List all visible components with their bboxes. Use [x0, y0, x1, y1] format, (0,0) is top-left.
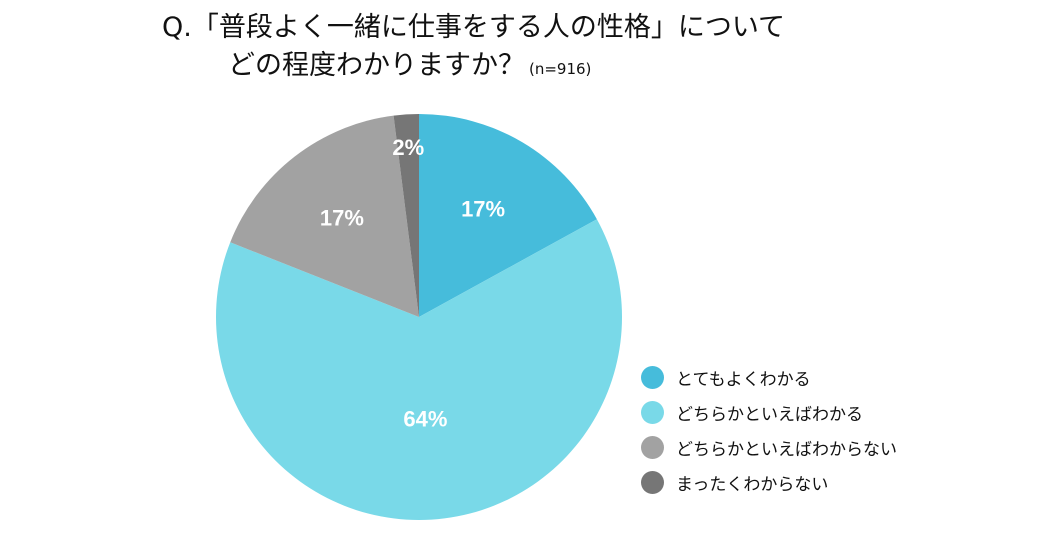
- chart-title-line2-text: どの程度わかりますか？: [228, 50, 525, 81]
- legend-label: とてもよくわかる: [676, 370, 811, 390]
- legend-item-4: まったくわからない: [641, 465, 897, 500]
- pie-slices: [216, 113, 623, 521]
- pie-slice-3: [230, 115, 419, 317]
- legend-label: どちらかといえばわかる: [676, 405, 863, 425]
- legend-swatch: [641, 366, 664, 389]
- pie-label-1: 17%: [461, 197, 505, 222]
- legend-label: どちらかといえばわからない: [676, 440, 897, 460]
- pie-slice-4: [393, 114, 419, 317]
- sample-size-note: (n=916): [529, 60, 592, 78]
- legend-label: まったくわからない: [676, 475, 829, 495]
- chart-title-line2: どの程度わかりますか？ (n=916): [228, 48, 591, 87]
- pie-label-4: 2%: [392, 135, 424, 160]
- legend: とてもよくわかるどちらかといえばわかるどちらかといえばわからない まったくわからな…: [641, 360, 897, 500]
- pie-label-3: 17%: [320, 206, 364, 231]
- pie-label-2: 64%: [403, 406, 447, 431]
- chart-title-line1: Q.「普段よく一緒に仕事をする人の性格」について: [162, 12, 786, 43]
- legend-swatch: [641, 436, 664, 459]
- pie-slice-1: [419, 113, 597, 317]
- legend-item-3: どちらかといえばわからない: [641, 430, 897, 465]
- legend-swatch: [641, 401, 664, 424]
- legend-swatch: [641, 471, 664, 494]
- legend-item-2: どちらかといえばわかる: [641, 395, 897, 430]
- pie-slice-2: [216, 219, 623, 521]
- legend-item-1: とてもよくわかる: [641, 360, 897, 395]
- pie-labels: 17% 64% 17% 2%: [320, 135, 505, 431]
